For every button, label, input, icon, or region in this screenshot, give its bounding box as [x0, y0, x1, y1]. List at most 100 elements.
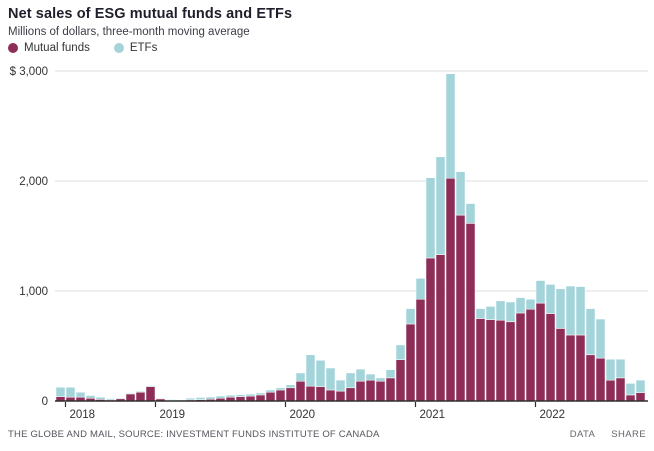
bar-segment-mutual-funds	[395, 359, 406, 402]
bar-segment-etfs	[245, 393, 256, 397]
bar-segment-etfs	[135, 391, 146, 393]
bar-segment-etfs	[555, 288, 566, 329]
bar-segment-etfs	[425, 177, 436, 259]
bar-segment-mutual-funds	[625, 394, 636, 402]
legend-swatch-icon	[8, 43, 18, 53]
y-tick-label: $ 3,000	[10, 66, 48, 78]
bar-segment-etfs	[405, 308, 416, 325]
bar-segment-mutual-funds	[265, 391, 276, 402]
legend-item-mutual-funds: Mutual funds	[8, 42, 90, 54]
bar-segment-etfs	[465, 203, 476, 224]
bar-segment-etfs	[455, 171, 466, 216]
bar-segment-etfs	[185, 397, 196, 401]
bar-segment-etfs	[415, 278, 426, 300]
bar-segment-mutual-funds	[145, 386, 156, 402]
bar-segment-etfs	[545, 284, 556, 314]
x-tick-label: 2019	[160, 409, 186, 421]
bar-segment-mutual-funds	[435, 254, 446, 402]
bar-segment-etfs	[295, 372, 306, 382]
bar-segment-etfs	[475, 308, 486, 319]
bar-segment-etfs	[345, 372, 356, 389]
bar-segment-etfs	[95, 396, 106, 400]
bar-segment-etfs	[145, 385, 156, 387]
bar-segment-etfs	[215, 395, 226, 399]
chart-legend: Mutual funds ETFs	[8, 42, 157, 54]
bar-segment-etfs	[155, 397, 166, 400]
bar-segment-mutual-funds	[365, 379, 376, 402]
bar-segment-mutual-funds	[535, 302, 546, 402]
bar-segment-mutual-funds	[635, 392, 646, 402]
bar-segment-mutual-funds	[415, 299, 426, 402]
x-tick-label: 2020	[290, 409, 316, 421]
bar-segment-mutual-funds	[445, 178, 456, 402]
bar-segment-etfs	[575, 286, 586, 336]
footer-links: DATA SHARE	[570, 429, 646, 440]
legend-label: ETFs	[129, 42, 158, 54]
x-tick-label: 2022	[540, 409, 566, 421]
share-link[interactable]: SHARE	[611, 429, 646, 440]
bar-segment-mutual-funds	[495, 319, 506, 402]
bar-segment-etfs	[315, 360, 326, 387]
bar-segment-etfs	[325, 367, 336, 391]
legend-label: Mutual funds	[24, 42, 90, 54]
bar-segment-mutual-funds	[335, 390, 346, 402]
bar-segment-etfs	[105, 398, 116, 401]
bar-segment-mutual-funds	[595, 357, 606, 402]
bar-segment-etfs	[515, 297, 526, 314]
bar-segment-etfs	[305, 354, 316, 387]
bar-segment-mutual-funds	[315, 386, 326, 402]
bar-segment-etfs	[435, 156, 446, 255]
bar-segment-etfs	[205, 396, 216, 400]
bar-segment-etfs	[565, 285, 576, 336]
bar-segment-mutual-funds	[615, 377, 626, 402]
stacked-bar-chart: 0 1,000 2,000 $ 3,000 2018 2019 2020 2021 2022	[10, 66, 648, 421]
bar-segment-etfs	[275, 387, 286, 391]
bar-segment-etfs	[125, 392, 136, 395]
bar-segment-etfs	[85, 395, 96, 399]
bar-segment-etfs	[505, 301, 516, 323]
bar-segment-etfs	[255, 392, 266, 396]
bar-segment-etfs	[615, 358, 626, 379]
bar-segment-etfs	[55, 387, 66, 397]
bar-segment-mutual-funds	[345, 387, 356, 402]
bar-segment-etfs	[495, 300, 506, 321]
bar-segment-etfs	[625, 383, 636, 396]
bar-segment-mutual-funds	[565, 334, 576, 402]
bar-segment-mutual-funds	[555, 328, 566, 402]
source-attribution: THE GLOBE AND MAIL, SOURCE: INVESTMENT F…	[8, 429, 380, 440]
bar-segment-etfs	[75, 391, 86, 398]
chart-title: Net sales of ESG mutual funds and ETFs	[8, 6, 293, 22]
bar-segment-mutual-funds	[515, 312, 526, 402]
bar-segment-etfs	[285, 384, 296, 389]
bar-segment-etfs	[525, 299, 536, 310]
bar-segment-mutual-funds	[455, 214, 466, 402]
x-tick-label: 2018	[70, 409, 96, 421]
chart-subtitle: Millions of dollars, three-month moving …	[8, 26, 250, 38]
bar-segment-mutual-funds	[505, 321, 516, 402]
bar-segment-etfs	[395, 344, 406, 360]
bar-segment-mutual-funds	[135, 391, 146, 402]
bar-segment-etfs	[595, 318, 606, 359]
bar-segment-etfs	[195, 397, 206, 400]
bar-segment-mutual-funds	[325, 389, 336, 402]
bar-segment-mutual-funds	[275, 389, 286, 402]
legend-swatch-icon	[113, 43, 124, 53]
bar-segment-etfs	[355, 368, 366, 382]
bar-segment-etfs	[585, 308, 596, 356]
bar-segment-mutual-funds	[125, 393, 136, 402]
bar-segment-mutual-funds	[295, 380, 306, 402]
bar-segment-mutual-funds	[305, 385, 316, 402]
bar-segment-mutual-funds	[285, 387, 296, 402]
bar-segment-mutual-funds	[375, 380, 386, 402]
bar-segment-etfs	[385, 369, 396, 379]
bar-segment-mutual-funds	[605, 379, 616, 402]
bar-segment-etfs	[225, 394, 236, 398]
data-link[interactable]: DATA	[569, 429, 596, 440]
bar-segment-etfs	[115, 397, 126, 400]
bar-segment-mutual-funds	[525, 308, 536, 402]
bar-segment-etfs	[235, 394, 246, 397]
bar-segment-mutual-funds	[385, 377, 396, 402]
bar-segment-mutual-funds	[545, 313, 556, 402]
bar-segment-etfs	[635, 379, 646, 394]
